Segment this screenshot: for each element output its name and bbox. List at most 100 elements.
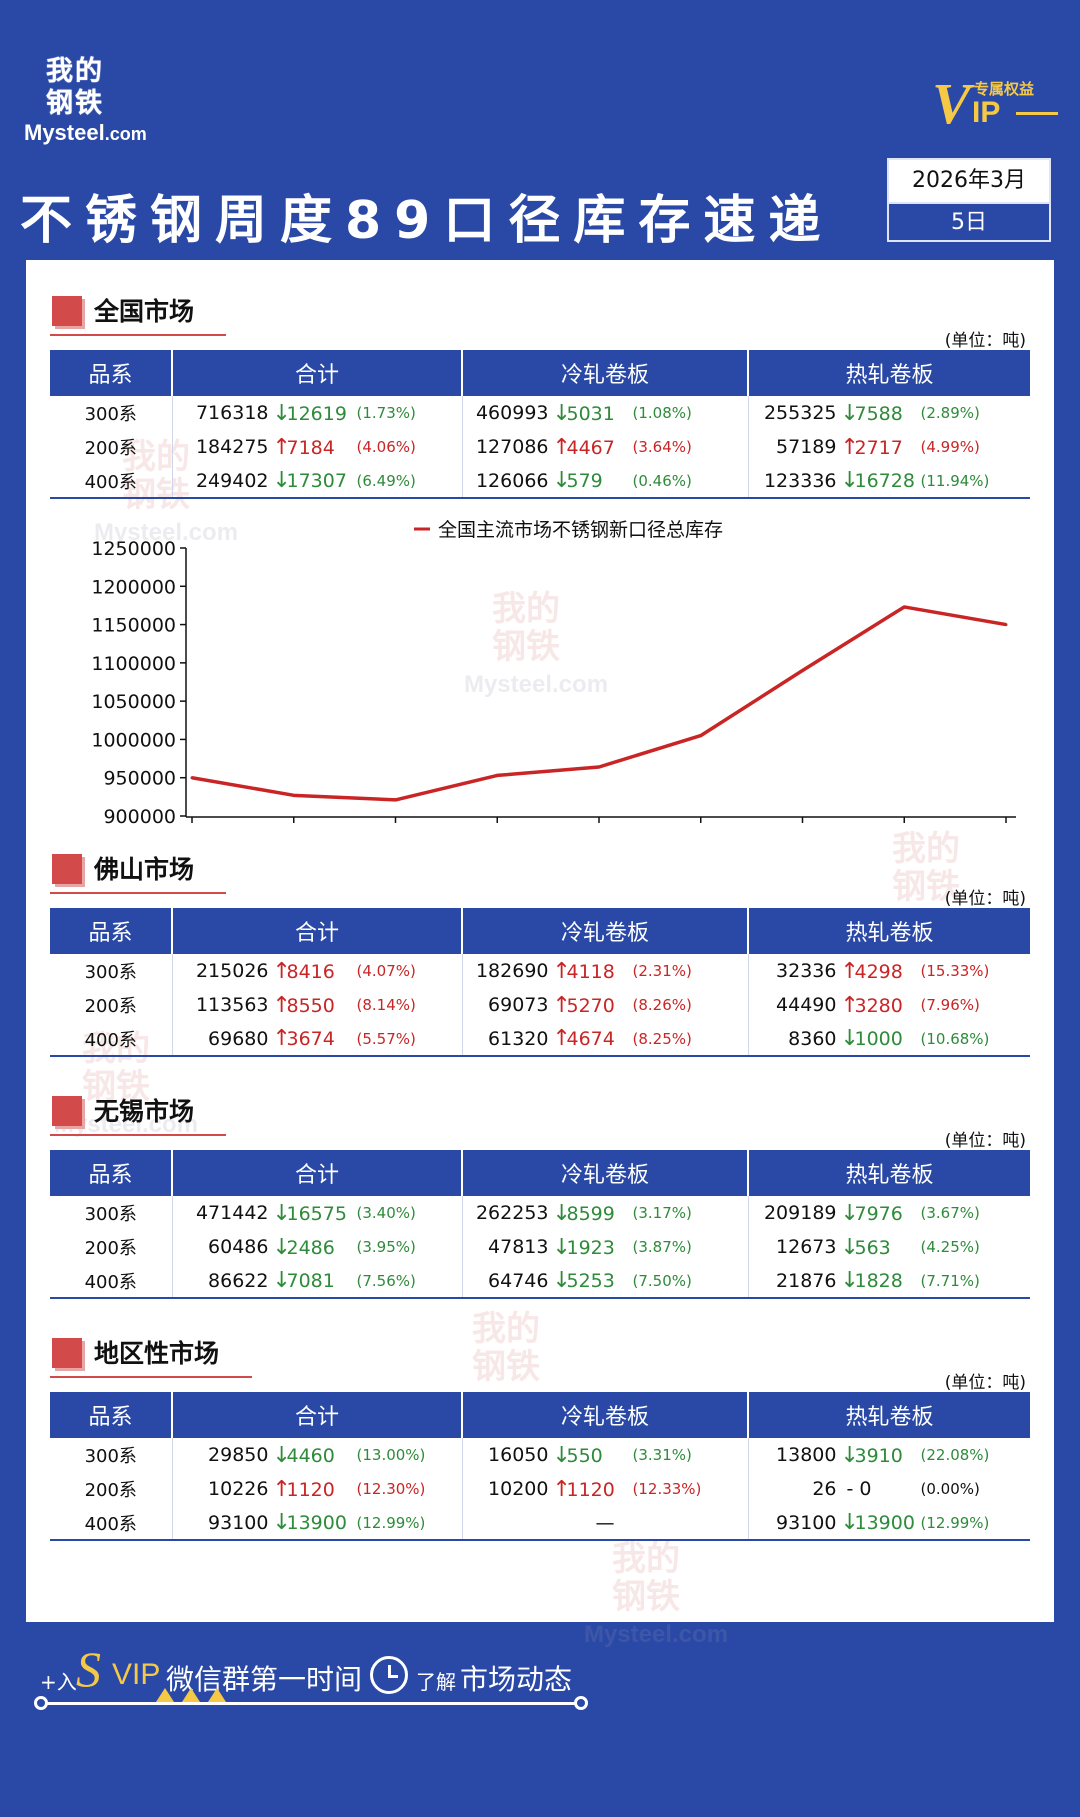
change-value: ↓1828 xyxy=(840,1268,903,1293)
data-point xyxy=(902,605,906,609)
change-percent: (2.31%) xyxy=(632,962,692,980)
inventory-value: 12673 xyxy=(776,1236,837,1258)
hot-cell: 209189 ↓7976 (3.67%) xyxy=(747,1196,1030,1230)
column-header: 热轧卷板 xyxy=(747,908,1030,954)
grade-cell: 400系 xyxy=(50,1022,172,1057)
table-row: 300系 716318 ↓12619 (1.73%) 460993 ↓5031 (1.08%… xyxy=(50,396,1030,430)
unit-label: (单位：吨) xyxy=(944,889,1026,909)
inventory-value: 126066 xyxy=(475,469,549,492)
hot-cell: 13800 ↓3910 (22.08%) xyxy=(747,1438,1030,1472)
y-tick-label: 900000 xyxy=(103,806,176,828)
table-row: 200系 10226 ↑1120 (12.30%) 10200 ↑1120 (12.33%)… xyxy=(50,1472,1030,1506)
cold-cell: 16050 ↓550 (3.31%) xyxy=(461,1438,748,1472)
hot-cell: 93100 ↓13900 (12.99%) xyxy=(747,1506,1030,1541)
change-value: ↓12619 xyxy=(272,400,347,426)
change-value: ↑4467 xyxy=(552,434,615,460)
change-value: ↑8416 xyxy=(272,958,335,984)
section-title-national: 全国市场 xyxy=(50,290,226,336)
vip-stripe xyxy=(1016,112,1058,115)
change-value: ↓3910 xyxy=(840,1442,903,1468)
change-percent: (6.49%) xyxy=(356,471,416,490)
table-row: 400系 249402 ↓17307 (6.49%) 126066 ↓579 (0.46%)… xyxy=(50,464,1030,499)
grade-cell: 300系 xyxy=(84,404,137,425)
data-point xyxy=(699,734,703,738)
y-tick-label: 1200000 xyxy=(91,576,176,598)
change-percent: (0.46%) xyxy=(632,471,692,490)
chart-svg: 全国主流市场不锈钢新口径总库存 900000 950000 1000000 105000… xyxy=(91,519,1021,857)
cold-cell: — xyxy=(461,1506,748,1541)
inventory-value: 13800 xyxy=(776,1444,837,1466)
total-cell: 215026 ↑8416 (4.07%) xyxy=(171,954,462,988)
arrow-up-icon: ↑ xyxy=(272,992,291,1018)
arrow-up-icon: ↑ xyxy=(552,992,571,1018)
change-value: - 0 xyxy=(846,1478,872,1500)
table-row: 200系 60486 ↓2486 (3.95%) 47813 ↓1923 (3.87%) 12… xyxy=(50,1230,1030,1264)
table-row: 400系 86622 ↓7081 (7.56%) 64746 ↓5253 (7.50%) 21… xyxy=(50,1264,1030,1299)
inventory-value: 47813 xyxy=(488,1236,549,1258)
section-marker xyxy=(52,1096,82,1126)
unit-label: (单位：吨) xyxy=(944,1131,1026,1151)
inventory-value: 209189 xyxy=(763,1202,837,1224)
arrow-down-icon: ↓ xyxy=(552,1234,571,1260)
column-header: 热轧卷板 xyxy=(747,350,1030,396)
arrow-down-icon: ↓ xyxy=(840,1200,859,1226)
change-percent: (7.96%) xyxy=(920,996,980,1014)
inventory-value: 61320 xyxy=(488,1027,549,1050)
table-row: 300系 29850 ↓4460 (13.00%) 16050 ↓550 (3.31%) 13… xyxy=(50,1438,1030,1472)
cold-cell: 460993 ↓5031 (1.08%) xyxy=(461,396,748,430)
change-value: ↑2717 xyxy=(840,434,903,460)
footer-dot-right xyxy=(574,1696,588,1710)
inventory-value: 44490 xyxy=(776,994,837,1016)
inventory-value: 215026 xyxy=(195,960,269,982)
change-percent: (7.56%) xyxy=(356,1271,416,1290)
grade-cell: 200系 xyxy=(84,438,137,459)
arrow-up-icon: ↑ xyxy=(552,1026,571,1051)
inventory-value: 26 xyxy=(812,1478,837,1500)
data-point xyxy=(190,776,194,780)
inventory-value: 123336 xyxy=(763,469,837,492)
change-value: ↓8599 xyxy=(552,1200,615,1226)
change-value: ↓5253 xyxy=(552,1268,615,1293)
change-value: ↑4118 xyxy=(552,958,615,984)
change-percent: (2.89%) xyxy=(920,404,980,422)
change-percent: (12.99%) xyxy=(920,1513,990,1532)
footer-s: S xyxy=(76,1641,101,1697)
cold-cell: 126066 ↓579 (0.46%) xyxy=(461,464,748,499)
hot-cell: 26 - 0 (0.00%) xyxy=(747,1472,1030,1506)
change-percent: (7.71%) xyxy=(920,1271,980,1290)
change-percent: (15.33%) xyxy=(920,962,990,980)
y-tick-label: 1250000 xyxy=(91,538,176,560)
x-tick-label: 2.19 xyxy=(781,835,823,838)
grade-cell: 300系 xyxy=(84,1446,137,1467)
hot-cell: 32336 ↑4298 (15.33%) xyxy=(747,954,1030,988)
inventory-value: 471442 xyxy=(195,1202,269,1224)
change-value: ↑1120 xyxy=(272,1476,335,1502)
column-header: 冷轧卷板 xyxy=(461,350,748,396)
inventory-value: 57189 xyxy=(776,436,837,458)
change-percent: (3.64%) xyxy=(632,438,692,456)
arrow-down-icon: ↓ xyxy=(840,1234,859,1260)
change-percent: (3.31%) xyxy=(632,1446,692,1464)
inventory-value: 127086 xyxy=(475,436,549,458)
inventory-value: 10200 xyxy=(488,1478,549,1500)
arrow-down-icon: ↓ xyxy=(272,1234,291,1260)
arrow-down-icon: ↓ xyxy=(272,1442,291,1468)
total-cell: 716318 ↓12619 (1.73%) xyxy=(171,396,462,430)
footer-dot-left xyxy=(34,1696,48,1710)
change-value: ↑1120 xyxy=(552,1476,615,1502)
arrow-down-icon: ↓ xyxy=(272,468,291,493)
inventory-value: 32336 xyxy=(776,960,837,982)
cold-cell: 64746 ↓5253 (7.50%) xyxy=(461,1264,748,1299)
hot-cell: 12673 ↓563 (4.25%) xyxy=(747,1230,1030,1264)
arrow-down-icon: ↓ xyxy=(840,1026,859,1051)
arrow-up-icon: ↑ xyxy=(272,1026,291,1051)
inventory-value: 10226 xyxy=(208,1478,269,1500)
change-value: ↓13900 xyxy=(840,1510,915,1535)
column-header: 合计 xyxy=(171,908,462,954)
date-month: 2026年3月 xyxy=(889,160,1049,202)
inventory-value: 93100 xyxy=(208,1511,269,1534)
data-point xyxy=(801,669,804,673)
hot-cell: 8360 ↓1000 (10.68%) xyxy=(747,1022,1030,1057)
cold-cell: 10200 ↑1120 (12.33%) xyxy=(461,1472,748,1506)
